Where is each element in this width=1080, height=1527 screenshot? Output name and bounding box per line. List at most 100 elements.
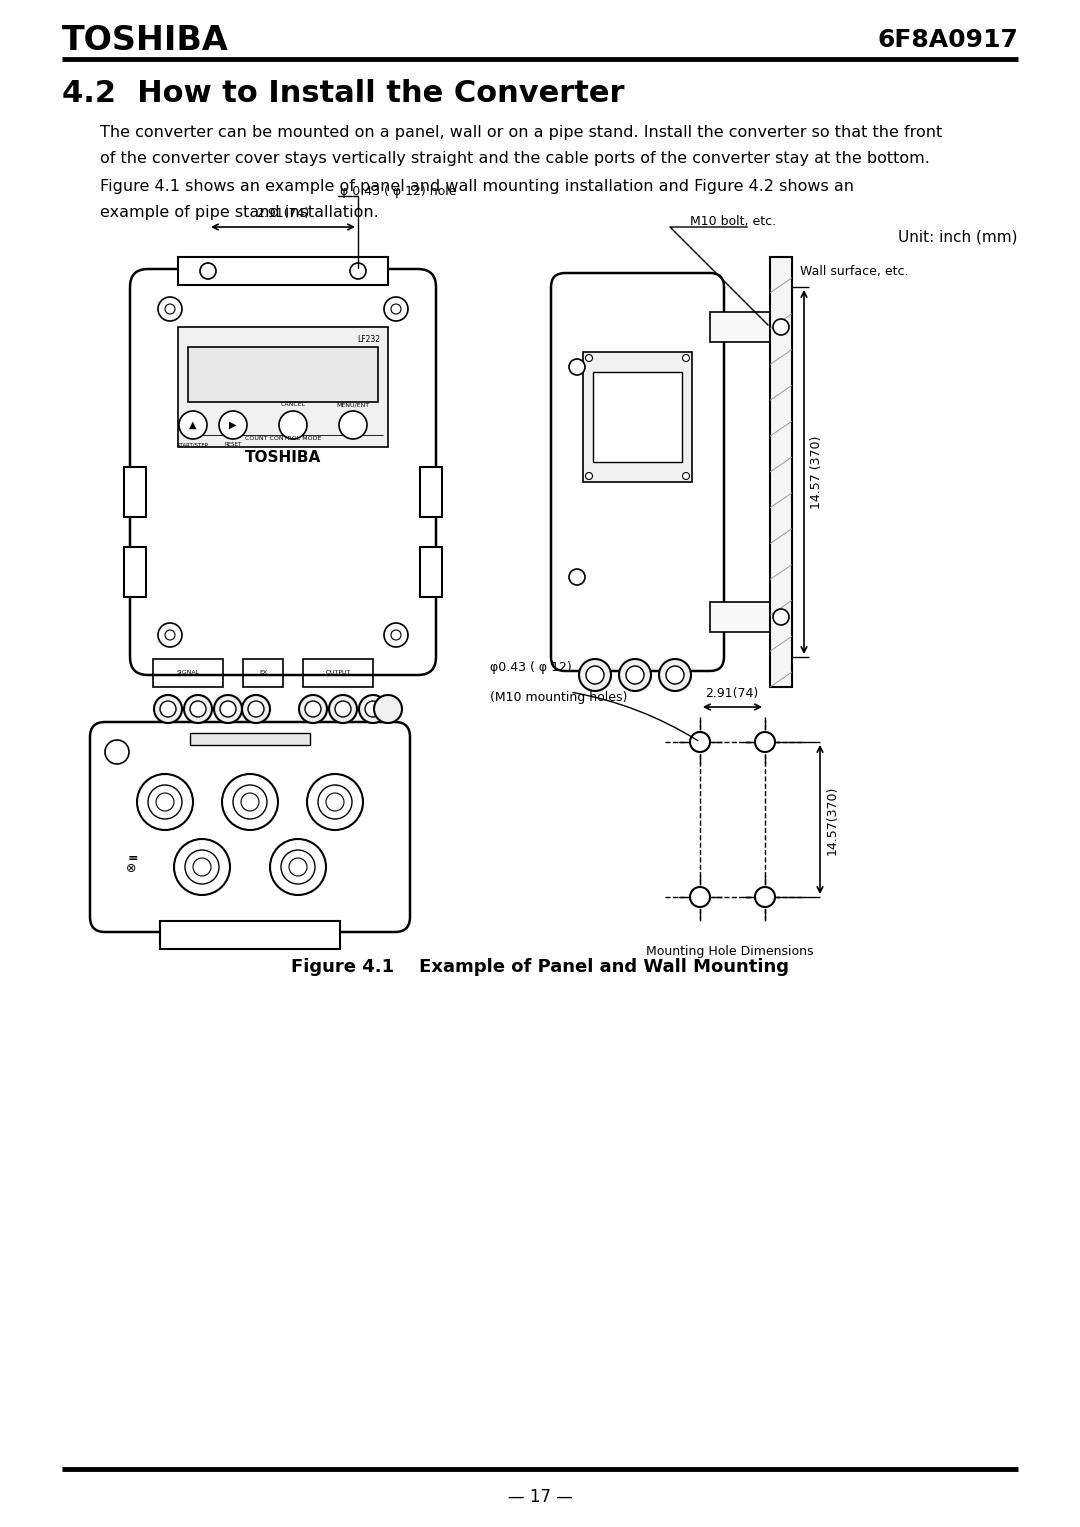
Circle shape xyxy=(219,411,247,438)
Circle shape xyxy=(690,731,710,751)
Circle shape xyxy=(307,774,363,831)
Circle shape xyxy=(384,296,408,321)
Text: OUTPUT: OUTPUT xyxy=(325,670,351,675)
Bar xyxy=(178,327,388,447)
Text: 14.57(370): 14.57(370) xyxy=(826,785,839,855)
Text: 6F8A0917: 6F8A0917 xyxy=(877,27,1018,52)
FancyBboxPatch shape xyxy=(551,273,724,670)
Bar xyxy=(178,257,388,286)
Bar xyxy=(188,347,378,402)
Circle shape xyxy=(579,660,611,692)
Circle shape xyxy=(569,359,585,376)
Text: MENU/ENT: MENU/ENT xyxy=(337,403,369,408)
Text: LF232: LF232 xyxy=(357,334,380,344)
Circle shape xyxy=(193,858,211,876)
Text: ▶: ▶ xyxy=(229,420,237,431)
Circle shape xyxy=(755,731,775,751)
Bar xyxy=(303,660,373,687)
Bar xyxy=(124,547,146,597)
Text: Mounting Hole Dimensions: Mounting Hole Dimensions xyxy=(646,945,813,959)
Circle shape xyxy=(690,887,710,907)
Circle shape xyxy=(179,411,207,438)
Text: TOSHIBA: TOSHIBA xyxy=(245,449,321,464)
Bar xyxy=(420,547,442,597)
Bar xyxy=(124,467,146,518)
Text: 14.57 (370): 14.57 (370) xyxy=(810,435,823,508)
Bar xyxy=(710,602,770,632)
Circle shape xyxy=(185,851,219,884)
Text: START/STEP: START/STEP xyxy=(177,443,210,447)
Text: RESET: RESET xyxy=(225,443,242,447)
Circle shape xyxy=(241,793,259,811)
Circle shape xyxy=(248,701,264,718)
Circle shape xyxy=(359,695,387,722)
Circle shape xyxy=(165,304,175,315)
Text: — 17 —: — 17 — xyxy=(508,1487,572,1506)
Circle shape xyxy=(233,785,267,818)
Text: SIGNAL: SIGNAL xyxy=(176,670,200,675)
Circle shape xyxy=(222,774,278,831)
Text: Figure 4.1 shows an example of panel and wall mounting installation and Figure 4: Figure 4.1 shows an example of panel and… xyxy=(100,179,854,194)
Circle shape xyxy=(214,695,242,722)
Circle shape xyxy=(158,623,183,647)
Text: φ 0.43 ( φ 12) hole: φ 0.43 ( φ 12) hole xyxy=(340,185,457,199)
Bar xyxy=(153,660,222,687)
Circle shape xyxy=(184,695,212,722)
Circle shape xyxy=(365,701,381,718)
Text: =: = xyxy=(127,852,138,864)
Circle shape xyxy=(279,411,307,438)
Text: 4.2  How to Install the Converter: 4.2 How to Install the Converter xyxy=(62,79,624,108)
Circle shape xyxy=(156,793,174,811)
Circle shape xyxy=(160,701,176,718)
Circle shape xyxy=(242,695,270,722)
Circle shape xyxy=(350,263,366,279)
Circle shape xyxy=(586,666,604,684)
Circle shape xyxy=(585,354,593,362)
Circle shape xyxy=(391,304,401,315)
Bar xyxy=(160,921,340,948)
Bar xyxy=(770,257,792,687)
Text: Wall surface, etc.: Wall surface, etc. xyxy=(800,266,908,278)
Circle shape xyxy=(318,785,352,818)
Circle shape xyxy=(105,741,129,764)
Circle shape xyxy=(220,701,237,718)
Bar xyxy=(243,660,283,687)
Text: φ0.43 ( φ 12): φ0.43 ( φ 12) xyxy=(490,661,571,673)
Text: CANCEL: CANCEL xyxy=(281,403,306,408)
Circle shape xyxy=(626,666,644,684)
Text: Unit: inch (mm): Unit: inch (mm) xyxy=(899,229,1018,244)
Bar xyxy=(593,373,681,463)
Circle shape xyxy=(683,472,689,479)
Text: COUNT CONTROL MODE: COUNT CONTROL MODE xyxy=(245,437,321,441)
Circle shape xyxy=(190,701,206,718)
FancyBboxPatch shape xyxy=(130,269,436,675)
Bar xyxy=(583,353,692,483)
Circle shape xyxy=(281,851,315,884)
Circle shape xyxy=(174,838,230,895)
Circle shape xyxy=(335,701,351,718)
Text: of the converter cover stays vertically straight and the cable ports of the conv: of the converter cover stays vertically … xyxy=(100,151,930,166)
Text: 2.91(74): 2.91(74) xyxy=(256,206,310,220)
Text: The converter can be mounted on a panel, wall or on a pipe stand. Install the co: The converter can be mounted on a panel,… xyxy=(100,125,942,139)
Circle shape xyxy=(137,774,193,831)
Circle shape xyxy=(773,319,789,334)
Circle shape xyxy=(384,623,408,647)
Circle shape xyxy=(619,660,651,692)
Circle shape xyxy=(755,887,775,907)
Text: Figure 4.1    Example of Panel and Wall Mounting: Figure 4.1 Example of Panel and Wall Mou… xyxy=(291,957,789,976)
Circle shape xyxy=(154,695,183,722)
Circle shape xyxy=(158,296,183,321)
Text: TOSHIBA: TOSHIBA xyxy=(62,23,229,56)
Bar xyxy=(420,467,442,518)
Text: EX: EX xyxy=(259,670,267,675)
Circle shape xyxy=(148,785,183,818)
Text: (M10 mounting holes): (M10 mounting holes) xyxy=(490,690,627,704)
Circle shape xyxy=(305,701,321,718)
Circle shape xyxy=(569,570,585,585)
Text: 2.91(74): 2.91(74) xyxy=(705,687,758,699)
Circle shape xyxy=(683,354,689,362)
Circle shape xyxy=(270,838,326,895)
Text: M10 bolt, etc.: M10 bolt, etc. xyxy=(690,215,777,229)
Circle shape xyxy=(299,695,327,722)
Circle shape xyxy=(391,631,401,640)
